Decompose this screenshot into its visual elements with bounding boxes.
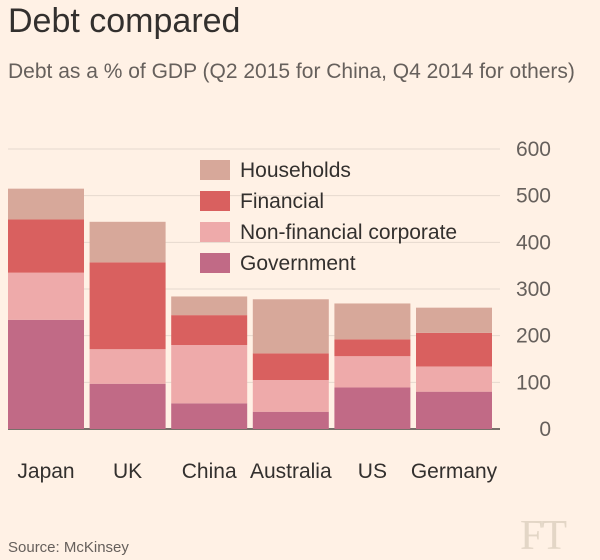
legend-label: Non-financial corporate [240,221,457,244]
bar-segment-households [416,307,492,333]
x-tick-label: UK [113,460,142,483]
legend-label: Financial [240,190,324,213]
legend-swatch [200,191,230,211]
bar-segment-financial [171,315,248,345]
x-tick-label: Germany [411,460,498,483]
y-tick-label: 600 [516,138,551,161]
source-note: Source: McKinsey [8,539,129,556]
legend-swatch [200,222,230,242]
bar-segment-non-financial-corporate [252,380,329,412]
bar-segment-households [89,221,166,263]
y-tick-label: 300 [516,278,551,301]
x-tick-label: Australia [250,460,332,483]
bar-segment-non-financial-corporate [416,366,492,392]
bar-segment-government [8,319,84,429]
bar-segment-government [334,387,411,429]
y-tick-label: 100 [516,371,551,394]
bar-segment-government [89,383,166,429]
x-tick-label: China [182,460,237,483]
x-tick-label: Japan [17,460,74,483]
y-tick-label: 200 [516,325,551,348]
legend-swatch [200,253,230,273]
x-tick-label: US [358,460,387,483]
bar-segment-non-financial-corporate [171,345,248,404]
bar-segment-financial [334,339,411,357]
bar-segment-financial [416,332,492,367]
bar-segment-non-financial-corporate [8,272,84,320]
bar-segment-households [8,188,84,220]
bar-segment-financial [252,353,329,380]
ft-logo: FT [520,513,567,559]
bar-segment-non-financial-corporate [89,349,166,384]
bar-segment-government [171,403,248,429]
y-tick-label: 500 [516,185,551,208]
bar-segment-financial [89,262,166,350]
legend-label: Government [240,252,356,275]
bar-segment-households [171,296,248,316]
bar-segment-financial [8,219,84,273]
bar-segment-households [334,303,411,340]
y-tick-label: 400 [516,231,551,254]
bar-segment-non-financial-corporate [334,356,411,388]
y-tick-label: 0 [539,418,551,441]
chart-title: Debt compared [8,2,241,40]
bar-segment-households [252,299,329,354]
bar-segment-government [252,411,329,429]
bar-segment-government [416,391,492,429]
legend-label: Households [240,159,351,182]
legend-swatch [200,160,230,180]
chart-subtitle: Debt as a % of GDP (Q2 2015 for China, Q… [8,60,575,83]
